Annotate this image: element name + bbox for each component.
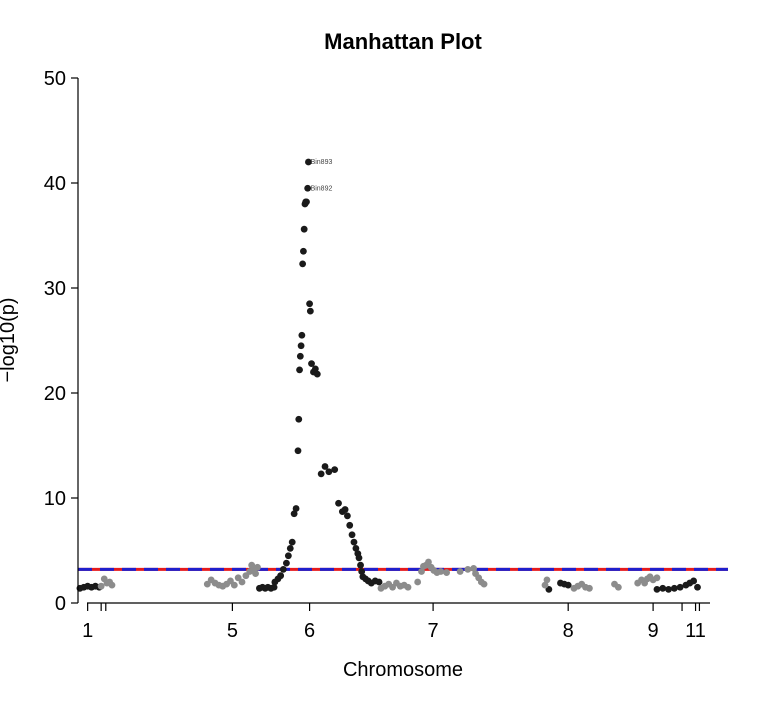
data-point <box>295 415 303 423</box>
data-point <box>344 512 351 520</box>
data-point <box>321 463 329 470</box>
data-point <box>238 578 246 586</box>
data-point <box>299 260 307 268</box>
data-point <box>418 568 425 575</box>
data-point <box>470 564 478 572</box>
data-point <box>305 158 312 166</box>
data-point <box>296 366 303 374</box>
data-point <box>308 360 315 367</box>
data-point <box>108 581 116 589</box>
data-point <box>298 331 306 339</box>
data-point <box>300 247 307 255</box>
data-points <box>76 158 701 593</box>
data-point <box>304 184 312 192</box>
data-point <box>464 566 472 573</box>
annotation-label: Bin892 <box>311 185 333 192</box>
data-point <box>665 585 672 593</box>
x-tick-label: 5 <box>227 620 238 642</box>
y-tick-label: 10 <box>44 488 66 510</box>
data-point <box>296 352 304 360</box>
y-tick-label: 0 <box>55 593 66 615</box>
data-point <box>283 559 290 567</box>
data-point <box>350 538 358 546</box>
data-point <box>279 566 287 573</box>
data-point <box>306 300 313 308</box>
data-point <box>676 583 684 591</box>
data-point <box>311 365 319 373</box>
data-point <box>290 510 298 518</box>
data-point <box>294 447 302 455</box>
data-point <box>313 370 321 378</box>
x-tick-label: 1 <box>82 620 93 642</box>
data-point <box>358 568 366 575</box>
data-point <box>306 307 314 315</box>
annotation-label: Bin893 <box>311 159 333 166</box>
data-point <box>375 578 383 586</box>
data-point <box>252 570 259 577</box>
data-point <box>348 531 356 539</box>
data-point <box>404 583 412 591</box>
data-point <box>325 468 333 476</box>
data-point <box>653 574 661 582</box>
data-point <box>425 558 432 566</box>
data-point <box>437 568 445 575</box>
y-axis-label: −log10(p) <box>0 297 19 382</box>
data-point <box>277 572 285 580</box>
data-point <box>303 198 310 206</box>
data-point <box>564 581 572 589</box>
data-point <box>443 569 451 576</box>
y-tick-label: 20 <box>44 383 66 405</box>
data-point <box>541 581 549 589</box>
data-point <box>586 584 593 592</box>
data-point <box>690 577 698 585</box>
x-tick-label: 11 <box>685 620 706 642</box>
data-point <box>254 563 261 571</box>
data-point <box>414 578 422 586</box>
data-point <box>292 505 300 512</box>
y-axis-ticks: 0 10 20 30 40 50 <box>44 68 78 615</box>
data-point <box>284 552 292 560</box>
data-point <box>659 584 667 592</box>
data-point <box>480 580 488 588</box>
data-point <box>543 576 551 584</box>
chart-title: Manhattan Plot <box>324 29 482 54</box>
data-point <box>694 583 701 591</box>
data-point <box>331 466 339 474</box>
x-tick-label: 9 <box>648 620 659 642</box>
x-axis-ticks: 1 5 6 7 8 9 11 <box>82 603 706 642</box>
data-point <box>300 225 308 233</box>
data-point <box>297 342 305 350</box>
y-tick-label: 30 <box>44 278 66 300</box>
data-point <box>346 521 354 529</box>
y-tick-label: 50 <box>44 68 66 90</box>
data-point <box>317 470 325 478</box>
y-tick-label: 40 <box>44 173 66 195</box>
point-annotations: Bin893 Bin892 <box>311 159 333 192</box>
data-point <box>270 583 278 591</box>
data-point <box>653 585 661 593</box>
data-point <box>357 561 364 569</box>
x-axis-label: Chromosome <box>343 659 463 681</box>
data-point <box>352 545 360 552</box>
data-point <box>456 568 464 575</box>
data-point <box>341 506 349 513</box>
data-point <box>670 584 678 592</box>
x-tick-label: 8 <box>563 620 574 642</box>
data-point <box>355 554 363 562</box>
data-point <box>614 583 622 591</box>
x-tick-label: 7 <box>428 620 439 642</box>
data-point <box>288 538 296 546</box>
x-tick-label: 6 <box>304 620 315 642</box>
data-point <box>286 545 294 552</box>
data-point <box>97 582 105 590</box>
data-point <box>230 581 238 589</box>
data-point <box>335 499 342 507</box>
